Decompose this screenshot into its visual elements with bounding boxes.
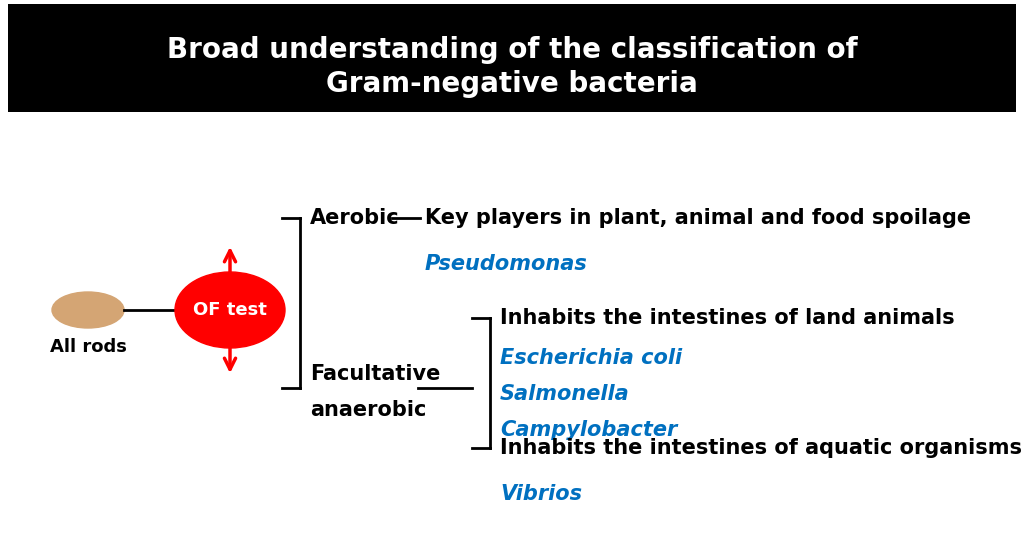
Text: Escherichia coli: Escherichia coli <box>500 348 682 368</box>
Text: Aerobic: Aerobic <box>310 208 399 228</box>
Text: anaerobic: anaerobic <box>310 400 426 420</box>
Text: Broad understanding of the classification of: Broad understanding of the classificatio… <box>167 36 857 64</box>
Text: Facultative: Facultative <box>310 364 440 384</box>
Text: Salmonella: Salmonella <box>500 384 630 404</box>
Text: Inhabits the intestines of land animals: Inhabits the intestines of land animals <box>500 308 954 328</box>
Text: Inhabits the intestines of aquatic organisms: Inhabits the intestines of aquatic organ… <box>500 438 1022 458</box>
Text: Gram-negative bacteria: Gram-negative bacteria <box>326 70 698 98</box>
Text: Key players in plant, animal and food spoilage: Key players in plant, animal and food sp… <box>425 208 971 228</box>
Text: Campylobacter: Campylobacter <box>500 420 677 440</box>
Text: OF test: OF test <box>194 301 267 319</box>
Ellipse shape <box>52 292 124 328</box>
Text: All rods: All rods <box>49 338 126 356</box>
Bar <box>8 4 1016 112</box>
Text: Vibrios: Vibrios <box>500 484 582 504</box>
Text: Pseudomonas: Pseudomonas <box>425 254 588 274</box>
Ellipse shape <box>175 272 285 348</box>
